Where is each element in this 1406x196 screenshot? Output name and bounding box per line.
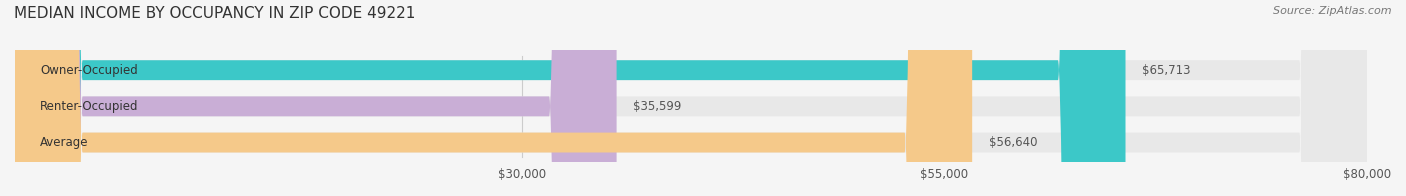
FancyBboxPatch shape <box>15 0 1367 196</box>
Text: Source: ZipAtlas.com: Source: ZipAtlas.com <box>1274 6 1392 16</box>
Text: MEDIAN INCOME BY OCCUPANCY IN ZIP CODE 49221: MEDIAN INCOME BY OCCUPANCY IN ZIP CODE 4… <box>14 6 415 21</box>
FancyBboxPatch shape <box>15 0 617 196</box>
Text: $35,599: $35,599 <box>634 100 682 113</box>
Text: Owner-Occupied: Owner-Occupied <box>41 64 138 77</box>
FancyBboxPatch shape <box>15 0 1125 196</box>
Text: $56,640: $56,640 <box>988 136 1038 149</box>
FancyBboxPatch shape <box>15 0 1367 196</box>
Text: $65,713: $65,713 <box>1143 64 1191 77</box>
Text: Renter-Occupied: Renter-Occupied <box>41 100 139 113</box>
FancyBboxPatch shape <box>15 0 1367 196</box>
FancyBboxPatch shape <box>15 0 972 196</box>
Text: Average: Average <box>41 136 89 149</box>
